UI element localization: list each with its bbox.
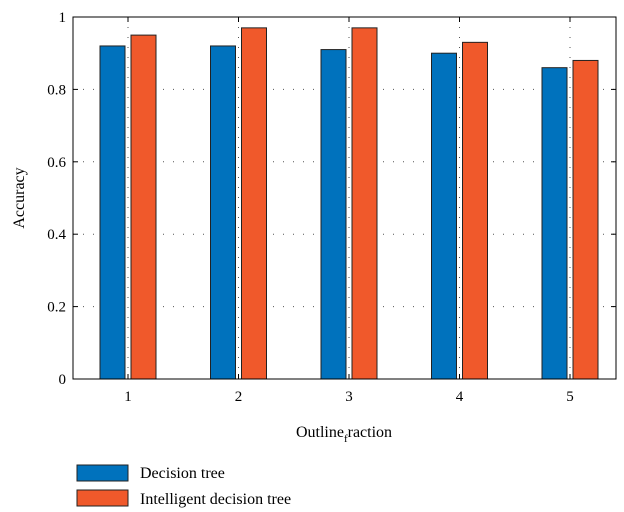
y-tick-label: 0.6	[47, 155, 66, 171]
grid-lines	[73, 17, 616, 379]
bar-intelligent-decision-tree	[572, 59, 599, 380]
x-tick-label: 5	[566, 389, 574, 405]
y-tick-label: 0	[59, 372, 67, 388]
legend-swatch-decision-tree	[76, 464, 129, 482]
bar-decision-tree	[210, 45, 236, 380]
bar-intelligent-decision-tree	[241, 27, 267, 380]
x-tick-label: 3	[345, 389, 353, 405]
x-axis-label-subscript: f	[344, 433, 348, 445]
y-tick-label: 0.4	[47, 227, 66, 243]
x-tick-label: 2	[235, 389, 243, 405]
bar-decision-tree	[541, 67, 568, 380]
y-tick-label: 0.8	[47, 82, 66, 98]
legend-swatch-intelligent-decision-tree	[76, 489, 129, 507]
axis-ticks: 0 0.2 0.4 0.6 0.8 1 1 2 3 4 5	[47, 10, 616, 405]
legend-label-decision-tree: Decision tree	[140, 465, 225, 482]
plot-frame	[72, 16, 617, 380]
x-axis-label-main: Outline	[296, 424, 344, 441]
bar-intelligent-decision-tree	[462, 41, 488, 380]
y-tick-label: 0.2	[47, 300, 66, 316]
bar-marks	[99, 27, 599, 380]
bar-decision-tree	[431, 52, 457, 380]
bar-decision-tree	[320, 49, 347, 380]
legend-label-intelligent-decision-tree: Intelligent decision tree	[140, 491, 291, 508]
legend: Decision tree Intelligent decision tree	[76, 464, 291, 508]
y-tick-label: 1	[59, 10, 67, 26]
bar-intelligent-decision-tree	[351, 27, 378, 380]
x-axis-label: Outlinefraction	[296, 424, 392, 445]
bar-intelligent-decision-tree	[130, 34, 157, 380]
bar-decision-tree	[99, 45, 126, 380]
x-axis-label-tail: raction	[348, 424, 392, 441]
x-tick-label: 4	[456, 389, 464, 405]
x-tick-label: 1	[124, 389, 132, 405]
y-axis-label: Accuracy	[11, 167, 28, 228]
